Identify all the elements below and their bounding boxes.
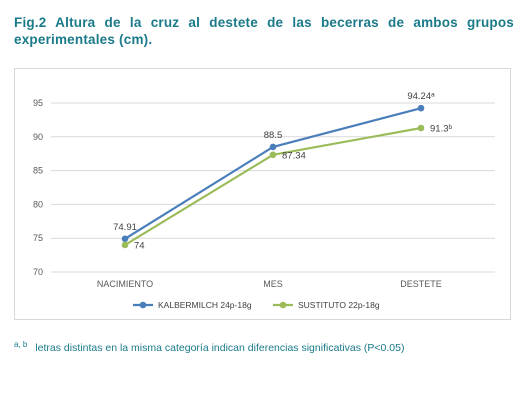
data-point — [121, 235, 129, 243]
data-label: 74 — [134, 240, 145, 251]
data-label: 87.34 — [282, 150, 306, 161]
figure-title: Fig.2 Altura de la cruz al destete de la… — [14, 15, 514, 47]
line-chart: 70 75 80 85 90 95 NACIMIENTO MES DESTETE 74.91 88.… — [33, 91, 495, 310]
legend-label: SUSTITUTO 22p-18g — [298, 300, 380, 310]
data-point — [417, 124, 425, 132]
legend-label: KALBERMILCH 24p-18g — [158, 300, 252, 310]
y-tick-label: 85 — [33, 166, 43, 176]
x-tick-label: MES — [263, 279, 283, 289]
y-tick-label: 75 — [33, 233, 43, 243]
footnote-text: letras distintas en la misma categoría i… — [35, 342, 405, 354]
legend-swatch-marker — [139, 301, 147, 309]
footnote: a, b letras distintas en la misma categor… — [14, 340, 519, 354]
x-tick-label: DESTETE — [400, 279, 442, 289]
data-point — [269, 143, 277, 151]
data-label: 74.91 — [113, 222, 137, 233]
data-point — [121, 241, 129, 249]
footnote-marks: a, b — [14, 340, 28, 349]
y-tick-label: 70 — [33, 267, 43, 277]
data-label: 94.24ᵃ — [407, 91, 435, 102]
data-point — [269, 151, 277, 159]
chart-container: 70 75 80 85 90 95 NACIMIENTO MES DESTETE 74.91 88.… — [14, 68, 511, 320]
legend-swatch-marker — [279, 301, 287, 309]
data-label: 91.3ᵇ — [430, 124, 452, 135]
data-label: 88.5 — [264, 130, 283, 141]
data-point — [417, 104, 425, 112]
y-tick-label: 80 — [33, 199, 43, 209]
y-tick-label: 90 — [33, 132, 43, 142]
series-line-1 — [124, 107, 422, 240]
y-tick-label: 95 — [33, 98, 43, 108]
x-tick-label: NACIMIENTO — [97, 279, 153, 289]
